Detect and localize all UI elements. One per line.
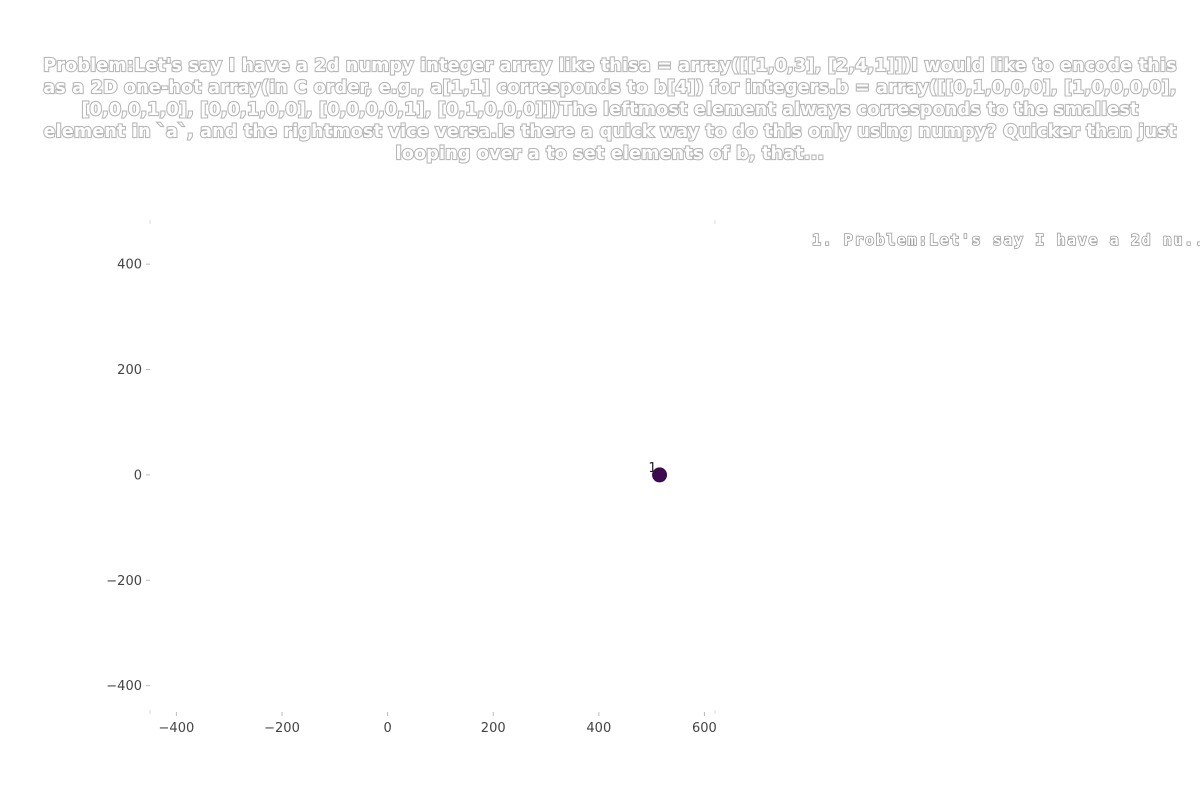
x-tick-label: 0 (383, 721, 391, 736)
data-point (652, 467, 668, 483)
y-tick-label: 200 (117, 363, 142, 378)
x-tick-label: 400 (586, 721, 611, 736)
data-points: 1 (648, 461, 668, 483)
y-axis: −400 −200 0 200 400 (106, 258, 150, 694)
legend-entry: 1. Problem:Let's say I have a 2d nu... (812, 231, 1200, 249)
chart-title: Problem:Let's say I have a 2d numpy inte… (42, 55, 1177, 165)
x-axis: −400 −200 0 200 400 600 (149, 220, 717, 736)
y-tick-label: −400 (106, 679, 142, 694)
y-tick-label: 0 (134, 468, 142, 483)
y-tick-label: −200 (106, 574, 142, 589)
x-tick-label: −400 (159, 721, 195, 736)
x-tick-label: 200 (481, 721, 506, 736)
x-tick-label: 600 (692, 721, 717, 736)
y-tick-label: 400 (117, 258, 142, 273)
x-tick-label: −200 (264, 721, 300, 736)
data-point-label: 1 (648, 461, 656, 476)
